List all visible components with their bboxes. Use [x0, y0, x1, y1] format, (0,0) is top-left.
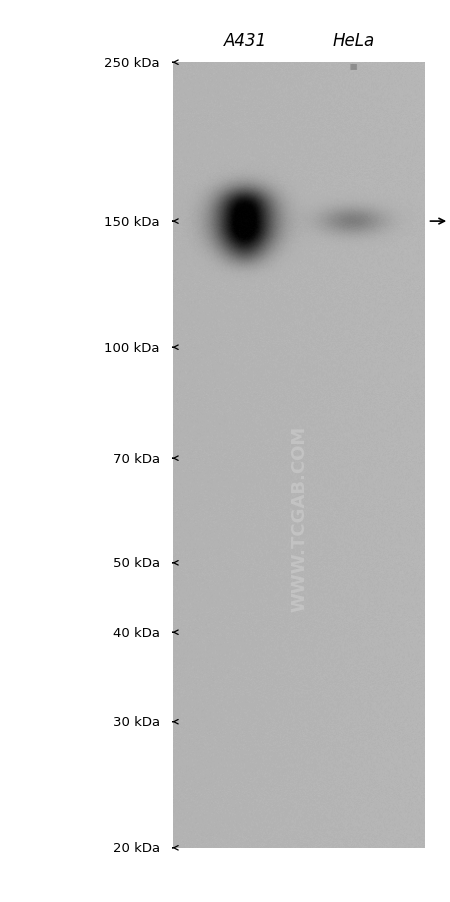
Text: A431: A431	[224, 32, 267, 50]
Text: HeLa: HeLa	[332, 32, 374, 50]
Text: 250 kDa: 250 kDa	[104, 57, 160, 69]
Text: 50 kDa: 50 kDa	[112, 557, 160, 570]
Text: WWW.TCGAB.COM: WWW.TCGAB.COM	[290, 425, 308, 612]
Text: 40 kDa: 40 kDa	[113, 626, 160, 639]
Text: 30 kDa: 30 kDa	[112, 715, 160, 729]
Text: 70 kDa: 70 kDa	[112, 452, 160, 465]
Text: 100 kDa: 100 kDa	[104, 341, 160, 354]
Text: 150 kDa: 150 kDa	[104, 216, 160, 228]
Text: 20 kDa: 20 kDa	[112, 842, 160, 854]
